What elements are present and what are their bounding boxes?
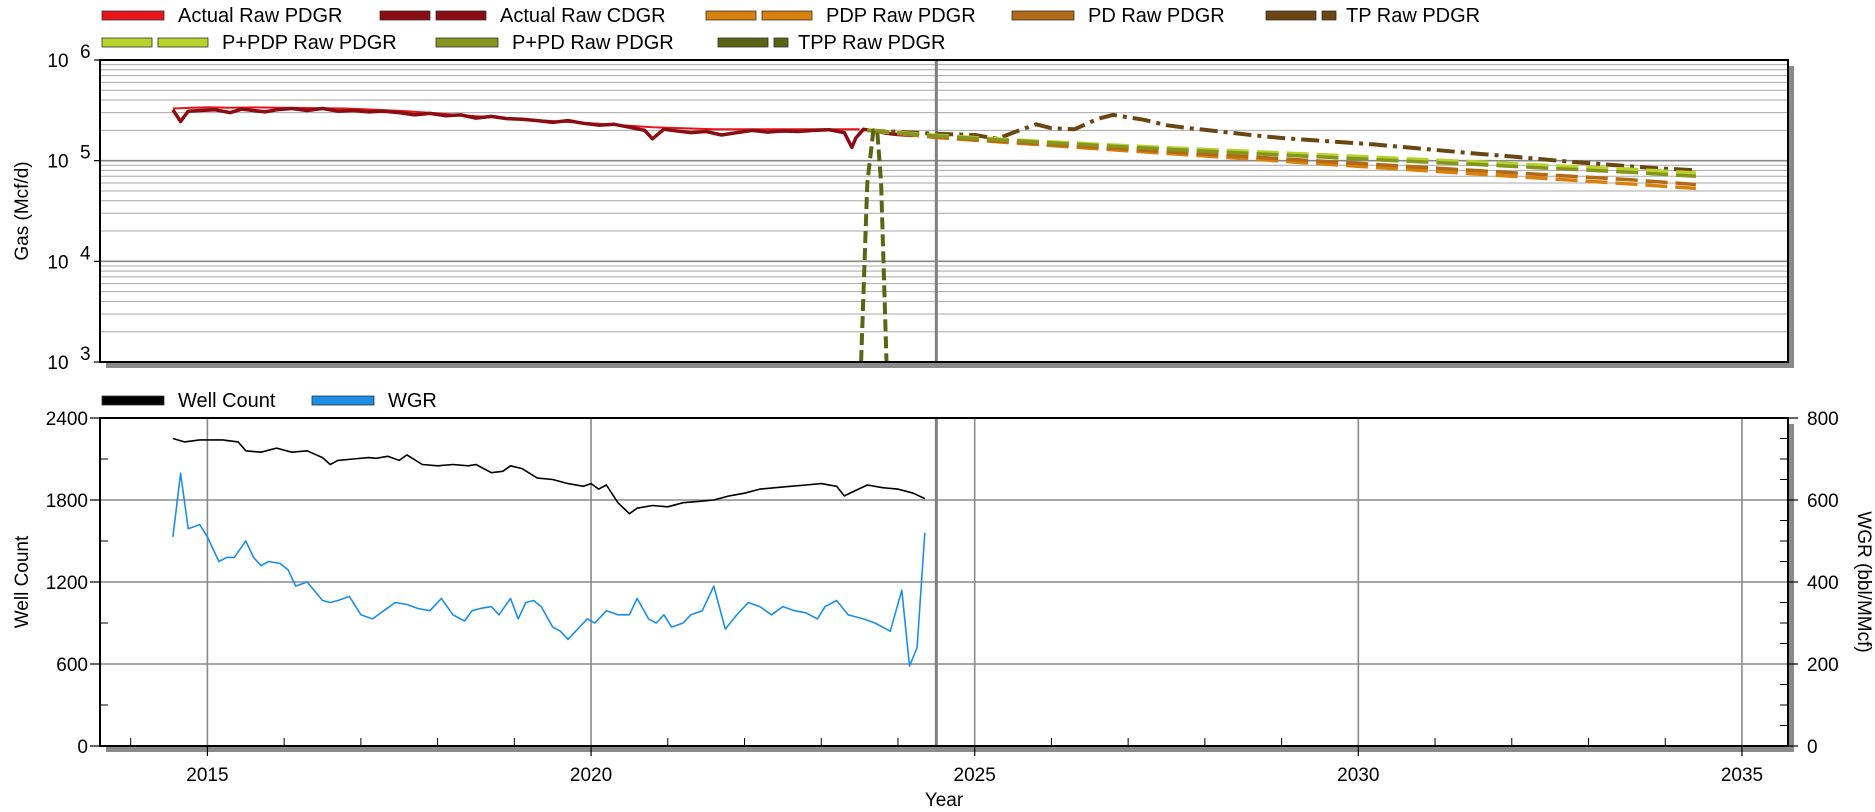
well-count-wgr-panel: 0 600 1200 1800 2400 0 200 400 600 800 2015 2020 202… xyxy=(12,409,1874,811)
legend-item-pd-raw-pdgr: PD Raw PDGR xyxy=(1011,5,1225,27)
x-tick-label-year: 2020 xyxy=(570,765,612,786)
y2-tick-label-wgr: 0 xyxy=(1807,737,1818,758)
y-axis-label-well-count: Well Count xyxy=(12,535,33,628)
y-tick-label-well-count: 0 xyxy=(77,737,88,758)
series-tp-raw-pdgr xyxy=(867,112,1697,173)
legend-label: PD Raw PDGR xyxy=(1088,5,1225,27)
y-tick-label-base: 10 xyxy=(47,51,68,72)
y-tick-label-well-count: 2400 xyxy=(46,409,88,430)
y-axis-label-gas: Gas (Mcf/d) xyxy=(12,161,33,260)
y-tick-label-well-count: 1200 xyxy=(46,573,88,594)
y-tick-label: 10 6 xyxy=(47,42,90,72)
y-tick-label-base: 10 xyxy=(47,353,68,374)
legend-label: Actual Raw CDGR xyxy=(500,5,666,27)
legend-swatch xyxy=(157,37,209,48)
y-tick-label-well-count: 600 xyxy=(56,655,88,676)
panel-frame xyxy=(99,59,1789,363)
legend-item-p-pd-raw-pdgr: P+PD Raw PDGR xyxy=(435,32,674,54)
legend-swatch xyxy=(717,37,769,48)
y-tick-label-exponent: 4 xyxy=(80,243,91,264)
legend-item-tp-raw-pdgr: TP Raw PDGR xyxy=(1265,5,1480,27)
legend-label: PDP Raw PDGR xyxy=(826,5,976,27)
legend-label: P+PDP Raw PDGR xyxy=(222,32,397,54)
legend-item-wgr: WGR xyxy=(311,390,437,412)
legend-label: WGR xyxy=(388,390,437,412)
legend-item-actual-raw-cdgr: Actual Raw CDGR xyxy=(379,5,666,27)
legend-swatch xyxy=(761,10,813,21)
legend-swatch xyxy=(705,10,757,21)
y-tick-label: 10 5 xyxy=(47,143,90,173)
x-tick-label-year: 2030 xyxy=(1337,765,1379,786)
legend-item-tpp-raw-pdgr: TPP Raw PDGR xyxy=(717,32,945,54)
y-tick-label-base: 10 xyxy=(47,252,68,273)
y-tick-label-exponent: 3 xyxy=(80,344,91,365)
legend-swatch xyxy=(101,37,153,48)
legend-swatch xyxy=(311,395,375,406)
y-tick-label-exponent: 5 xyxy=(80,143,91,164)
y-tick-label-base: 10 xyxy=(47,152,68,173)
x-tick-label-year: 2035 xyxy=(1721,765,1763,786)
legend-label: Well Count xyxy=(178,390,276,412)
y-tick-label-well-count: 1800 xyxy=(46,491,88,512)
gas-rate-panel: 10 3 10 4 10 5 10 6 Gas (Mcf/d) xyxy=(12,42,1794,374)
legend-swatch xyxy=(101,10,165,21)
x-tick-label-year: 2015 xyxy=(186,765,228,786)
legend-item-pdp-raw-pdgr: PDP Raw PDGR xyxy=(705,5,976,27)
y2-tick-label-wgr: 600 xyxy=(1807,491,1839,512)
legend-label: P+PD Raw PDGR xyxy=(512,32,674,54)
legend-label: Actual Raw PDGR xyxy=(178,5,343,27)
legend-swatch xyxy=(379,10,431,21)
x-tick-label-year: 2025 xyxy=(954,765,996,786)
legend-swatch xyxy=(773,37,789,48)
legend-item-p-pdp-raw-pdgr: P+PDP Raw PDGR xyxy=(101,32,397,54)
legend-item-well-count: Well Count xyxy=(101,390,276,412)
x-axis-label-year: Year xyxy=(925,790,964,811)
y2-tick-label-wgr: 800 xyxy=(1807,409,1839,430)
series-p-pd-raw-pdgr xyxy=(867,128,1697,179)
series-actual-raw-cdgr xyxy=(171,106,914,150)
legend-swatch xyxy=(435,10,487,21)
panel-background xyxy=(100,60,1788,362)
legend-label: TP Raw PDGR xyxy=(1346,5,1480,27)
legend-swatch xyxy=(1265,10,1317,21)
series-wgr xyxy=(172,472,926,667)
top-legend: Actual Raw PDGR Actual Raw CDGR PDP Raw PD… xyxy=(101,5,1480,54)
y-tick-label: 10 3 xyxy=(47,344,90,374)
legend-label: TPP Raw PDGR xyxy=(798,32,945,54)
y2-axis-label-wgr: WGR (bbl/MMcf) xyxy=(1853,511,1874,652)
legend-swatch xyxy=(1321,10,1337,21)
legend-swatch xyxy=(101,395,165,406)
series-well-count xyxy=(172,437,926,515)
y-tick-label-exponent: 6 xyxy=(80,42,91,63)
legend-swatch xyxy=(435,37,499,48)
y2-tick-label-wgr: 400 xyxy=(1807,573,1839,594)
legend-swatch xyxy=(1011,10,1075,21)
legend-item-actual-raw-pdgr: Actual Raw PDGR xyxy=(101,5,343,27)
bottom-legend: Well Count WGR xyxy=(101,390,437,412)
y2-tick-label-wgr: 200 xyxy=(1807,655,1839,676)
y-tick-label: 10 4 xyxy=(47,243,91,273)
